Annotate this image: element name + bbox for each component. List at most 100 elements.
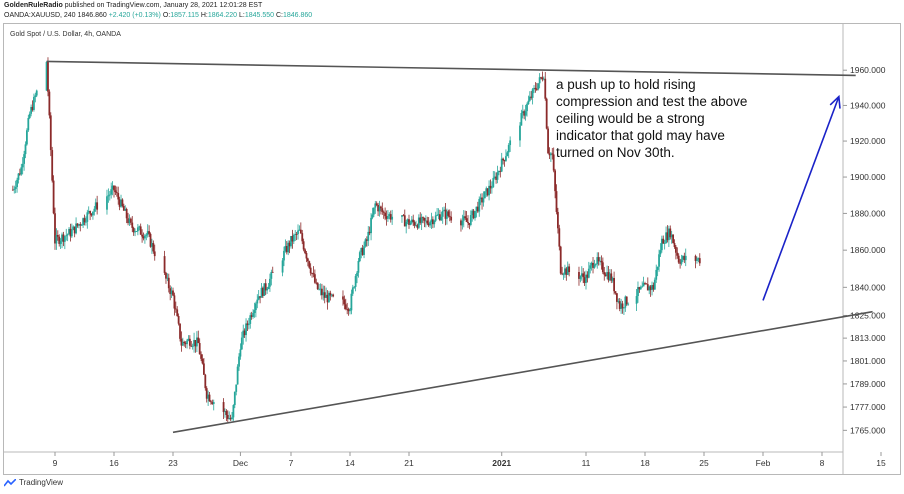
- candle: [531, 87, 534, 105]
- candle: [472, 208, 475, 220]
- candle: [30, 104, 33, 117]
- candle: [284, 239, 287, 253]
- candle: [21, 157, 24, 175]
- candle: [653, 277, 656, 290]
- candle: [63, 235, 66, 250]
- candle: [146, 224, 149, 238]
- arrow-head-icon: [829, 94, 841, 109]
- candle: [127, 212, 129, 226]
- candle: [646, 277, 649, 291]
- candle: [281, 258, 284, 277]
- candle: [403, 209, 406, 227]
- candle: [193, 332, 195, 353]
- candle: [594, 263, 597, 267]
- candle: [55, 228, 58, 250]
- price-tick-label: 1813.000: [850, 333, 886, 343]
- candle: [552, 147, 555, 173]
- candle: [108, 190, 111, 201]
- candle: [136, 224, 139, 236]
- candle: [424, 215, 427, 228]
- candle: [23, 150, 25, 171]
- candle: [465, 210, 468, 223]
- candle: [579, 275, 582, 283]
- candle: [149, 232, 152, 248]
- candle: [547, 126, 549, 154]
- candle: [290, 235, 292, 249]
- candle: [367, 226, 370, 246]
- candle: [526, 102, 528, 117]
- candle: [559, 245, 562, 275]
- candle: [527, 95, 530, 105]
- price-tick-label: 1825.000: [850, 310, 886, 320]
- candle: [391, 209, 394, 225]
- candle: [294, 229, 297, 242]
- candle: [667, 225, 670, 247]
- candle: [652, 282, 655, 292]
- candle: [659, 243, 662, 258]
- candle: [587, 261, 590, 279]
- price-tick-label: 1900.000: [850, 172, 886, 182]
- candle: [697, 257, 700, 263]
- candle: [211, 399, 214, 405]
- candle: [530, 91, 533, 100]
- candle: [190, 341, 193, 348]
- time-tick-label: 25: [699, 458, 709, 468]
- candle: [408, 214, 410, 229]
- candle: [669, 225, 672, 240]
- candle: [493, 171, 496, 180]
- candle: [145, 233, 148, 241]
- candle: [537, 83, 540, 91]
- candle: [239, 343, 242, 360]
- candle: [694, 254, 697, 269]
- candle: [492, 170, 495, 188]
- candle: [419, 212, 422, 225]
- last-price: 1846.860: [77, 12, 107, 19]
- candle: [93, 206, 96, 216]
- candle: [170, 286, 173, 298]
- candle: [240, 331, 243, 350]
- candle: [163, 250, 166, 275]
- candle: [291, 229, 294, 249]
- candle: [228, 411, 231, 420]
- annotation-arrow: [762, 96, 840, 301]
- candle: [495, 172, 497, 184]
- candle: [416, 223, 419, 230]
- candle: [378, 200, 381, 217]
- candle: [31, 100, 34, 112]
- candle: [610, 269, 613, 284]
- time-tick-label: Feb: [756, 458, 771, 468]
- candle: [350, 289, 353, 315]
- candle: [270, 269, 273, 286]
- candle: [676, 247, 679, 259]
- candle: [302, 238, 305, 252]
- candle: [48, 89, 51, 119]
- candle: [623, 307, 625, 315]
- candle: [305, 250, 308, 263]
- candle: [589, 262, 592, 274]
- candle: [176, 306, 179, 317]
- candle: [462, 210, 465, 228]
- candle: [26, 128, 28, 146]
- candle: [596, 252, 599, 269]
- candle: [141, 229, 143, 243]
- price-change: +2.420 (+0.13%): [108, 12, 161, 19]
- candle: [586, 271, 589, 283]
- candle: [566, 261, 569, 275]
- candle: [538, 73, 541, 89]
- candle: [351, 284, 354, 296]
- candle: [696, 256, 698, 264]
- price-tick-label: 1801.000: [850, 356, 886, 366]
- candle: [541, 71, 544, 82]
- chart-title: Gold Spot / U.S. Dollar, 4h, OANDA: [10, 31, 121, 38]
- candle: [358, 250, 361, 263]
- price-tick-label: 1880.000: [850, 208, 886, 218]
- candle: [287, 240, 290, 256]
- candle: [49, 112, 52, 157]
- candle: [243, 328, 246, 338]
- candle: [61, 232, 63, 249]
- candle: [677, 253, 680, 264]
- candle: [444, 203, 447, 226]
- candle: [368, 226, 371, 236]
- candle: [139, 223, 142, 235]
